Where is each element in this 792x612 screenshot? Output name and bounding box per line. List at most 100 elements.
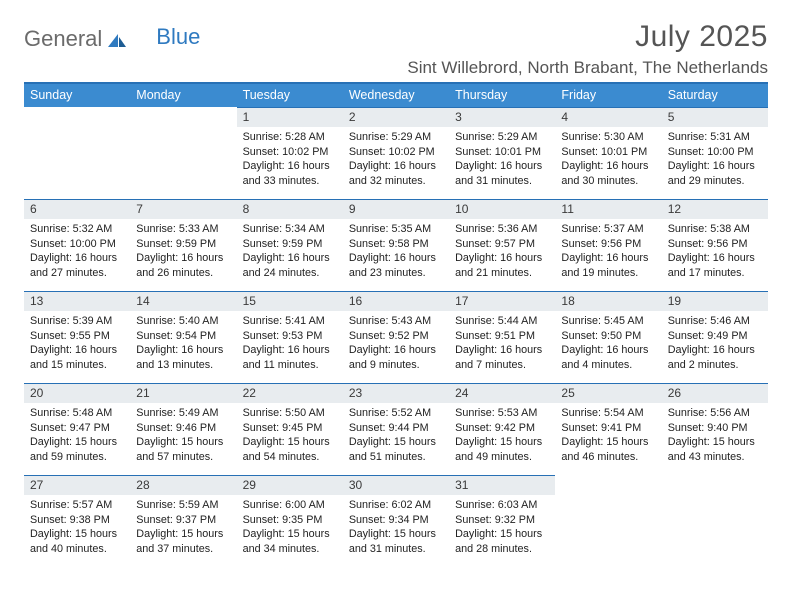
day-number: 15 — [237, 291, 343, 311]
day-details: Sunrise: 5:49 AMSunset: 9:46 PMDaylight:… — [130, 403, 236, 468]
daylight-text: Daylight: 16 hours and 27 minutes. — [30, 251, 124, 280]
calendar-cell: 29Sunrise: 6:00 AMSunset: 9:35 PMDayligh… — [237, 475, 343, 567]
calendar-cell: 2Sunrise: 5:29 AMSunset: 10:02 PMDayligh… — [343, 107, 449, 199]
day-details: Sunrise: 5:59 AMSunset: 9:37 PMDaylight:… — [130, 495, 236, 560]
sunrise-text: Sunrise: 5:46 AM — [668, 314, 762, 329]
sunset-text: Sunset: 9:57 PM — [455, 237, 549, 252]
daylight-text: Daylight: 16 hours and 30 minutes. — [561, 159, 655, 188]
sunrise-text: Sunrise: 5:28 AM — [243, 130, 337, 145]
header: General Blue July 2025 Sint Willebrord, … — [24, 20, 768, 78]
calendar-row: 6Sunrise: 5:32 AMSunset: 10:00 PMDayligh… — [24, 199, 768, 291]
calendar-cell: 13Sunrise: 5:39 AMSunset: 9:55 PMDayligh… — [24, 291, 130, 383]
daylight-text: Daylight: 15 hours and 43 minutes. — [668, 435, 762, 464]
sunset-text: Sunset: 9:51 PM — [455, 329, 549, 344]
daylight-text: Daylight: 15 hours and 28 minutes. — [455, 527, 549, 556]
calendar-cell: 18Sunrise: 5:45 AMSunset: 9:50 PMDayligh… — [555, 291, 661, 383]
day-details: Sunrise: 5:28 AMSunset: 10:02 PMDaylight… — [237, 127, 343, 192]
day-details: Sunrise: 5:32 AMSunset: 10:00 PMDaylight… — [24, 219, 130, 284]
weekday-header: Sunday — [24, 84, 130, 107]
sunrise-text: Sunrise: 5:38 AM — [668, 222, 762, 237]
calendar-cell: 22Sunrise: 5:50 AMSunset: 9:45 PMDayligh… — [237, 383, 343, 475]
day-number: 28 — [130, 475, 236, 495]
daylight-text: Daylight: 16 hours and 31 minutes. — [455, 159, 549, 188]
sunset-text: Sunset: 9:42 PM — [455, 421, 549, 436]
day-details: Sunrise: 5:29 AMSunset: 10:02 PMDaylight… — [343, 127, 449, 192]
sunrise-text: Sunrise: 6:02 AM — [349, 498, 443, 513]
daylight-text: Daylight: 15 hours and 34 minutes. — [243, 527, 337, 556]
calendar-table: Sunday Monday Tuesday Wednesday Thursday… — [24, 84, 768, 567]
calendar-row: 13Sunrise: 5:39 AMSunset: 9:55 PMDayligh… — [24, 291, 768, 383]
day-number: 8 — [237, 199, 343, 219]
sunrise-text: Sunrise: 5:59 AM — [136, 498, 230, 513]
sunset-text: Sunset: 9:44 PM — [349, 421, 443, 436]
calendar-cell: 9Sunrise: 5:35 AMSunset: 9:58 PMDaylight… — [343, 199, 449, 291]
day-details: Sunrise: 5:31 AMSunset: 10:00 PMDaylight… — [662, 127, 768, 192]
sunset-text: Sunset: 9:34 PM — [349, 513, 443, 528]
day-number: 25 — [555, 383, 661, 403]
day-number: 13 — [24, 291, 130, 311]
day-number: 14 — [130, 291, 236, 311]
calendar-cell: 14Sunrise: 5:40 AMSunset: 9:54 PMDayligh… — [130, 291, 236, 383]
calendar-cell: 24Sunrise: 5:53 AMSunset: 9:42 PMDayligh… — [449, 383, 555, 475]
sunrise-text: Sunrise: 5:39 AM — [30, 314, 124, 329]
daylight-text: Daylight: 15 hours and 51 minutes. — [349, 435, 443, 464]
daylight-text: Daylight: 16 hours and 13 minutes. — [136, 343, 230, 372]
weekday-header: Tuesday — [237, 84, 343, 107]
day-number: 29 — [237, 475, 343, 495]
daylight-text: Daylight: 16 hours and 2 minutes. — [668, 343, 762, 372]
weekday-header: Wednesday — [343, 84, 449, 107]
day-number: 2 — [343, 107, 449, 127]
weekday-header: Monday — [130, 84, 236, 107]
calendar-cell — [24, 107, 130, 199]
sunrise-text: Sunrise: 5:54 AM — [561, 406, 655, 421]
sail-icon — [106, 30, 128, 48]
sunset-text: Sunset: 10:01 PM — [561, 145, 655, 160]
sunrise-text: Sunrise: 5:48 AM — [30, 406, 124, 421]
day-number: 18 — [555, 291, 661, 311]
sunset-text: Sunset: 10:00 PM — [30, 237, 124, 252]
calendar-cell: 28Sunrise: 5:59 AMSunset: 9:37 PMDayligh… — [130, 475, 236, 567]
day-details: Sunrise: 5:40 AMSunset: 9:54 PMDaylight:… — [130, 311, 236, 376]
sunrise-text: Sunrise: 6:03 AM — [455, 498, 549, 513]
daylight-text: Daylight: 16 hours and 32 minutes. — [349, 159, 443, 188]
day-details: Sunrise: 5:39 AMSunset: 9:55 PMDaylight:… — [24, 311, 130, 376]
daylight-text: Daylight: 16 hours and 15 minutes. — [30, 343, 124, 372]
calendar-cell: 31Sunrise: 6:03 AMSunset: 9:32 PMDayligh… — [449, 475, 555, 567]
daylight-text: Daylight: 16 hours and 4 minutes. — [561, 343, 655, 372]
calendar-row: 1Sunrise: 5:28 AMSunset: 10:02 PMDayligh… — [24, 107, 768, 199]
daylight-text: Daylight: 15 hours and 54 minutes. — [243, 435, 337, 464]
sunrise-text: Sunrise: 5:57 AM — [30, 498, 124, 513]
day-details: Sunrise: 5:36 AMSunset: 9:57 PMDaylight:… — [449, 219, 555, 284]
day-details: Sunrise: 6:02 AMSunset: 9:34 PMDaylight:… — [343, 495, 449, 560]
day-number: 10 — [449, 199, 555, 219]
daylight-text: Daylight: 16 hours and 26 minutes. — [136, 251, 230, 280]
day-number: 1 — [237, 107, 343, 127]
calendar-cell: 3Sunrise: 5:29 AMSunset: 10:01 PMDayligh… — [449, 107, 555, 199]
calendar-cell: 16Sunrise: 5:43 AMSunset: 9:52 PMDayligh… — [343, 291, 449, 383]
sunset-text: Sunset: 9:40 PM — [668, 421, 762, 436]
sunset-text: Sunset: 9:45 PM — [243, 421, 337, 436]
day-number: 6 — [24, 199, 130, 219]
calendar-cell: 10Sunrise: 5:36 AMSunset: 9:57 PMDayligh… — [449, 199, 555, 291]
calendar-cell: 26Sunrise: 5:56 AMSunset: 9:40 PMDayligh… — [662, 383, 768, 475]
day-number: 17 — [449, 291, 555, 311]
day-number: 7 — [130, 199, 236, 219]
daylight-text: Daylight: 15 hours and 59 minutes. — [30, 435, 124, 464]
daylight-text: Daylight: 16 hours and 33 minutes. — [243, 159, 337, 188]
day-details: Sunrise: 5:44 AMSunset: 9:51 PMDaylight:… — [449, 311, 555, 376]
day-details: Sunrise: 5:45 AMSunset: 9:50 PMDaylight:… — [555, 311, 661, 376]
sunset-text: Sunset: 9:37 PM — [136, 513, 230, 528]
day-details: Sunrise: 5:29 AMSunset: 10:01 PMDaylight… — [449, 127, 555, 192]
sunrise-text: Sunrise: 5:31 AM — [668, 130, 762, 145]
day-number: 24 — [449, 383, 555, 403]
day-number: 23 — [343, 383, 449, 403]
sunrise-text: Sunrise: 5:52 AM — [349, 406, 443, 421]
day-number: 12 — [662, 199, 768, 219]
sunrise-text: Sunrise: 5:50 AM — [243, 406, 337, 421]
day-details: Sunrise: 6:03 AMSunset: 9:32 PMDaylight:… — [449, 495, 555, 560]
calendar-cell: 30Sunrise: 6:02 AMSunset: 9:34 PMDayligh… — [343, 475, 449, 567]
logo: General Blue — [24, 26, 200, 52]
day-details: Sunrise: 5:41 AMSunset: 9:53 PMDaylight:… — [237, 311, 343, 376]
calendar-cell — [130, 107, 236, 199]
sunset-text: Sunset: 9:52 PM — [349, 329, 443, 344]
